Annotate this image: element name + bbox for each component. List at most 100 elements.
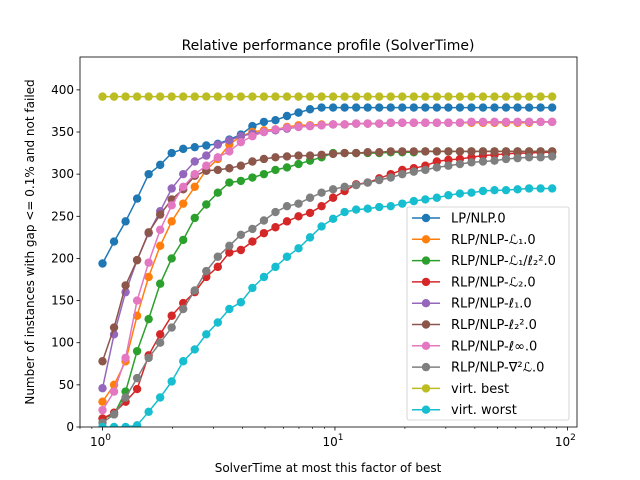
data-point-5-33: [478, 147, 488, 156]
data-point-7-18: [305, 193, 315, 202]
data-point-8-18: [305, 92, 315, 101]
data-point-0-0: [98, 259, 107, 268]
data-point-9-33: [478, 186, 488, 196]
data-point-9-26: [398, 199, 407, 208]
data-point-6-1: [109, 387, 119, 396]
data-point-5-23: [363, 148, 372, 157]
data-point-6-23: [363, 119, 372, 128]
data-point-7-21: [340, 182, 349, 191]
data-point-9-6: [167, 377, 176, 386]
data-point-7-5: [155, 338, 165, 347]
data-point-2-14: [259, 169, 269, 179]
data-point-2-15: [271, 165, 280, 175]
data-point-8-20: [328, 92, 338, 101]
data-point-3-16: [282, 217, 292, 226]
data-point-9-25: [386, 201, 395, 211]
data-point-6-13: [248, 132, 257, 141]
data-point-6-36: [513, 117, 522, 127]
data-point-8-28: [421, 92, 430, 101]
y-tick-label: 300: [51, 167, 74, 181]
data-point-5-34: [490, 147, 499, 156]
data-point-9-22: [351, 205, 361, 214]
data-point-9-11: [225, 304, 234, 314]
data-point-2-17: [294, 159, 303, 169]
data-point-0-18: [305, 105, 315, 114]
data-point-7-2: [121, 393, 130, 402]
data-point-9-32: [467, 188, 476, 197]
data-point-7-14: [259, 216, 269, 225]
data-point-9-13: [248, 283, 257, 293]
data-point-6-7: [179, 182, 188, 191]
data-point-8-17: [294, 92, 303, 101]
data-point-0-29: [432, 103, 442, 112]
data-point-5-26: [398, 147, 407, 156]
legend-marker-0: [421, 213, 431, 223]
data-point-6-25: [386, 118, 395, 127]
data-point-0-34: [490, 103, 499, 112]
data-point-8-0: [98, 92, 107, 101]
series-line-6: [101, 121, 553, 411]
data-point-1-8: [190, 182, 199, 191]
legend-marker-6: [421, 341, 431, 350]
data-point-3-10: [213, 262, 223, 272]
data-point-4-11: [225, 136, 234, 145]
data-point-0-28: [421, 103, 430, 112]
data-point-6-12: [236, 137, 246, 147]
data-point-6-35: [501, 117, 511, 127]
data-point-5-30: [444, 147, 453, 156]
data-point-5-13: [248, 157, 257, 166]
y-tick-label: 0: [66, 420, 74, 434]
y-axis-label: Number of instances with gap <= 0.1% and…: [23, 79, 37, 404]
data-point-8-6: [167, 92, 176, 101]
data-point-5-17: [294, 151, 303, 160]
data-point-3-13: [248, 237, 257, 246]
legend-marker-8: [421, 384, 431, 393]
data-point-8-1: [109, 92, 119, 101]
data-point-6-3: [132, 296, 142, 305]
data-point-5-12: [236, 161, 246, 170]
legend-label-5: RLP/NLP-ℓ₂².0: [451, 318, 537, 333]
data-point-7-28: [421, 165, 430, 175]
data-point-8-14: [259, 92, 269, 101]
data-point-7-27: [409, 167, 419, 176]
data-point-5-5: [155, 210, 165, 219]
data-point-0-36: [513, 103, 522, 112]
data-point-7-13: [248, 224, 257, 234]
data-point-6-17: [294, 122, 303, 132]
data-point-5-21: [340, 148, 349, 158]
data-point-8-24: [375, 92, 384, 101]
data-point-5-28: [421, 147, 430, 156]
data-point-9-16: [282, 252, 292, 261]
data-point-5-31: [455, 147, 465, 156]
data-point-8-12: [236, 92, 246, 101]
data-point-9-36: [513, 185, 522, 194]
data-point-0-8: [190, 142, 199, 152]
data-point-7-16: [282, 201, 292, 211]
data-point-9-23: [363, 204, 372, 213]
series-line-0: [101, 106, 553, 264]
legend-label-0: LP/NLP.0: [451, 212, 506, 227]
data-point-9-3: [132, 421, 142, 427]
data-point-6-10: [213, 153, 223, 162]
data-point-3-30: [444, 155, 453, 165]
data-point-8-32: [467, 92, 476, 101]
data-point-0-14: [259, 117, 269, 127]
data-point-5-27: [409, 147, 419, 156]
data-point-8-7: [179, 92, 188, 101]
y-tick-label: 350: [51, 125, 74, 139]
data-point-0-33: [478, 103, 488, 112]
legend-marker-9: [421, 405, 431, 414]
data-point-7-3: [132, 373, 142, 383]
data-point-9-17: [294, 244, 303, 253]
data-point-2-7: [179, 235, 188, 245]
data-point-3-6: [167, 311, 176, 320]
data-point-9-19: [317, 222, 326, 231]
data-point-2-16: [282, 163, 292, 172]
data-point-5-32: [467, 147, 476, 156]
data-point-7-20: [328, 185, 338, 194]
data-point-7-6: [167, 323, 176, 332]
data-point-8-38: [536, 92, 545, 101]
legend-marker-7: [421, 362, 431, 372]
data-point-0-6: [167, 148, 176, 158]
data-point-6-19: [317, 121, 326, 130]
